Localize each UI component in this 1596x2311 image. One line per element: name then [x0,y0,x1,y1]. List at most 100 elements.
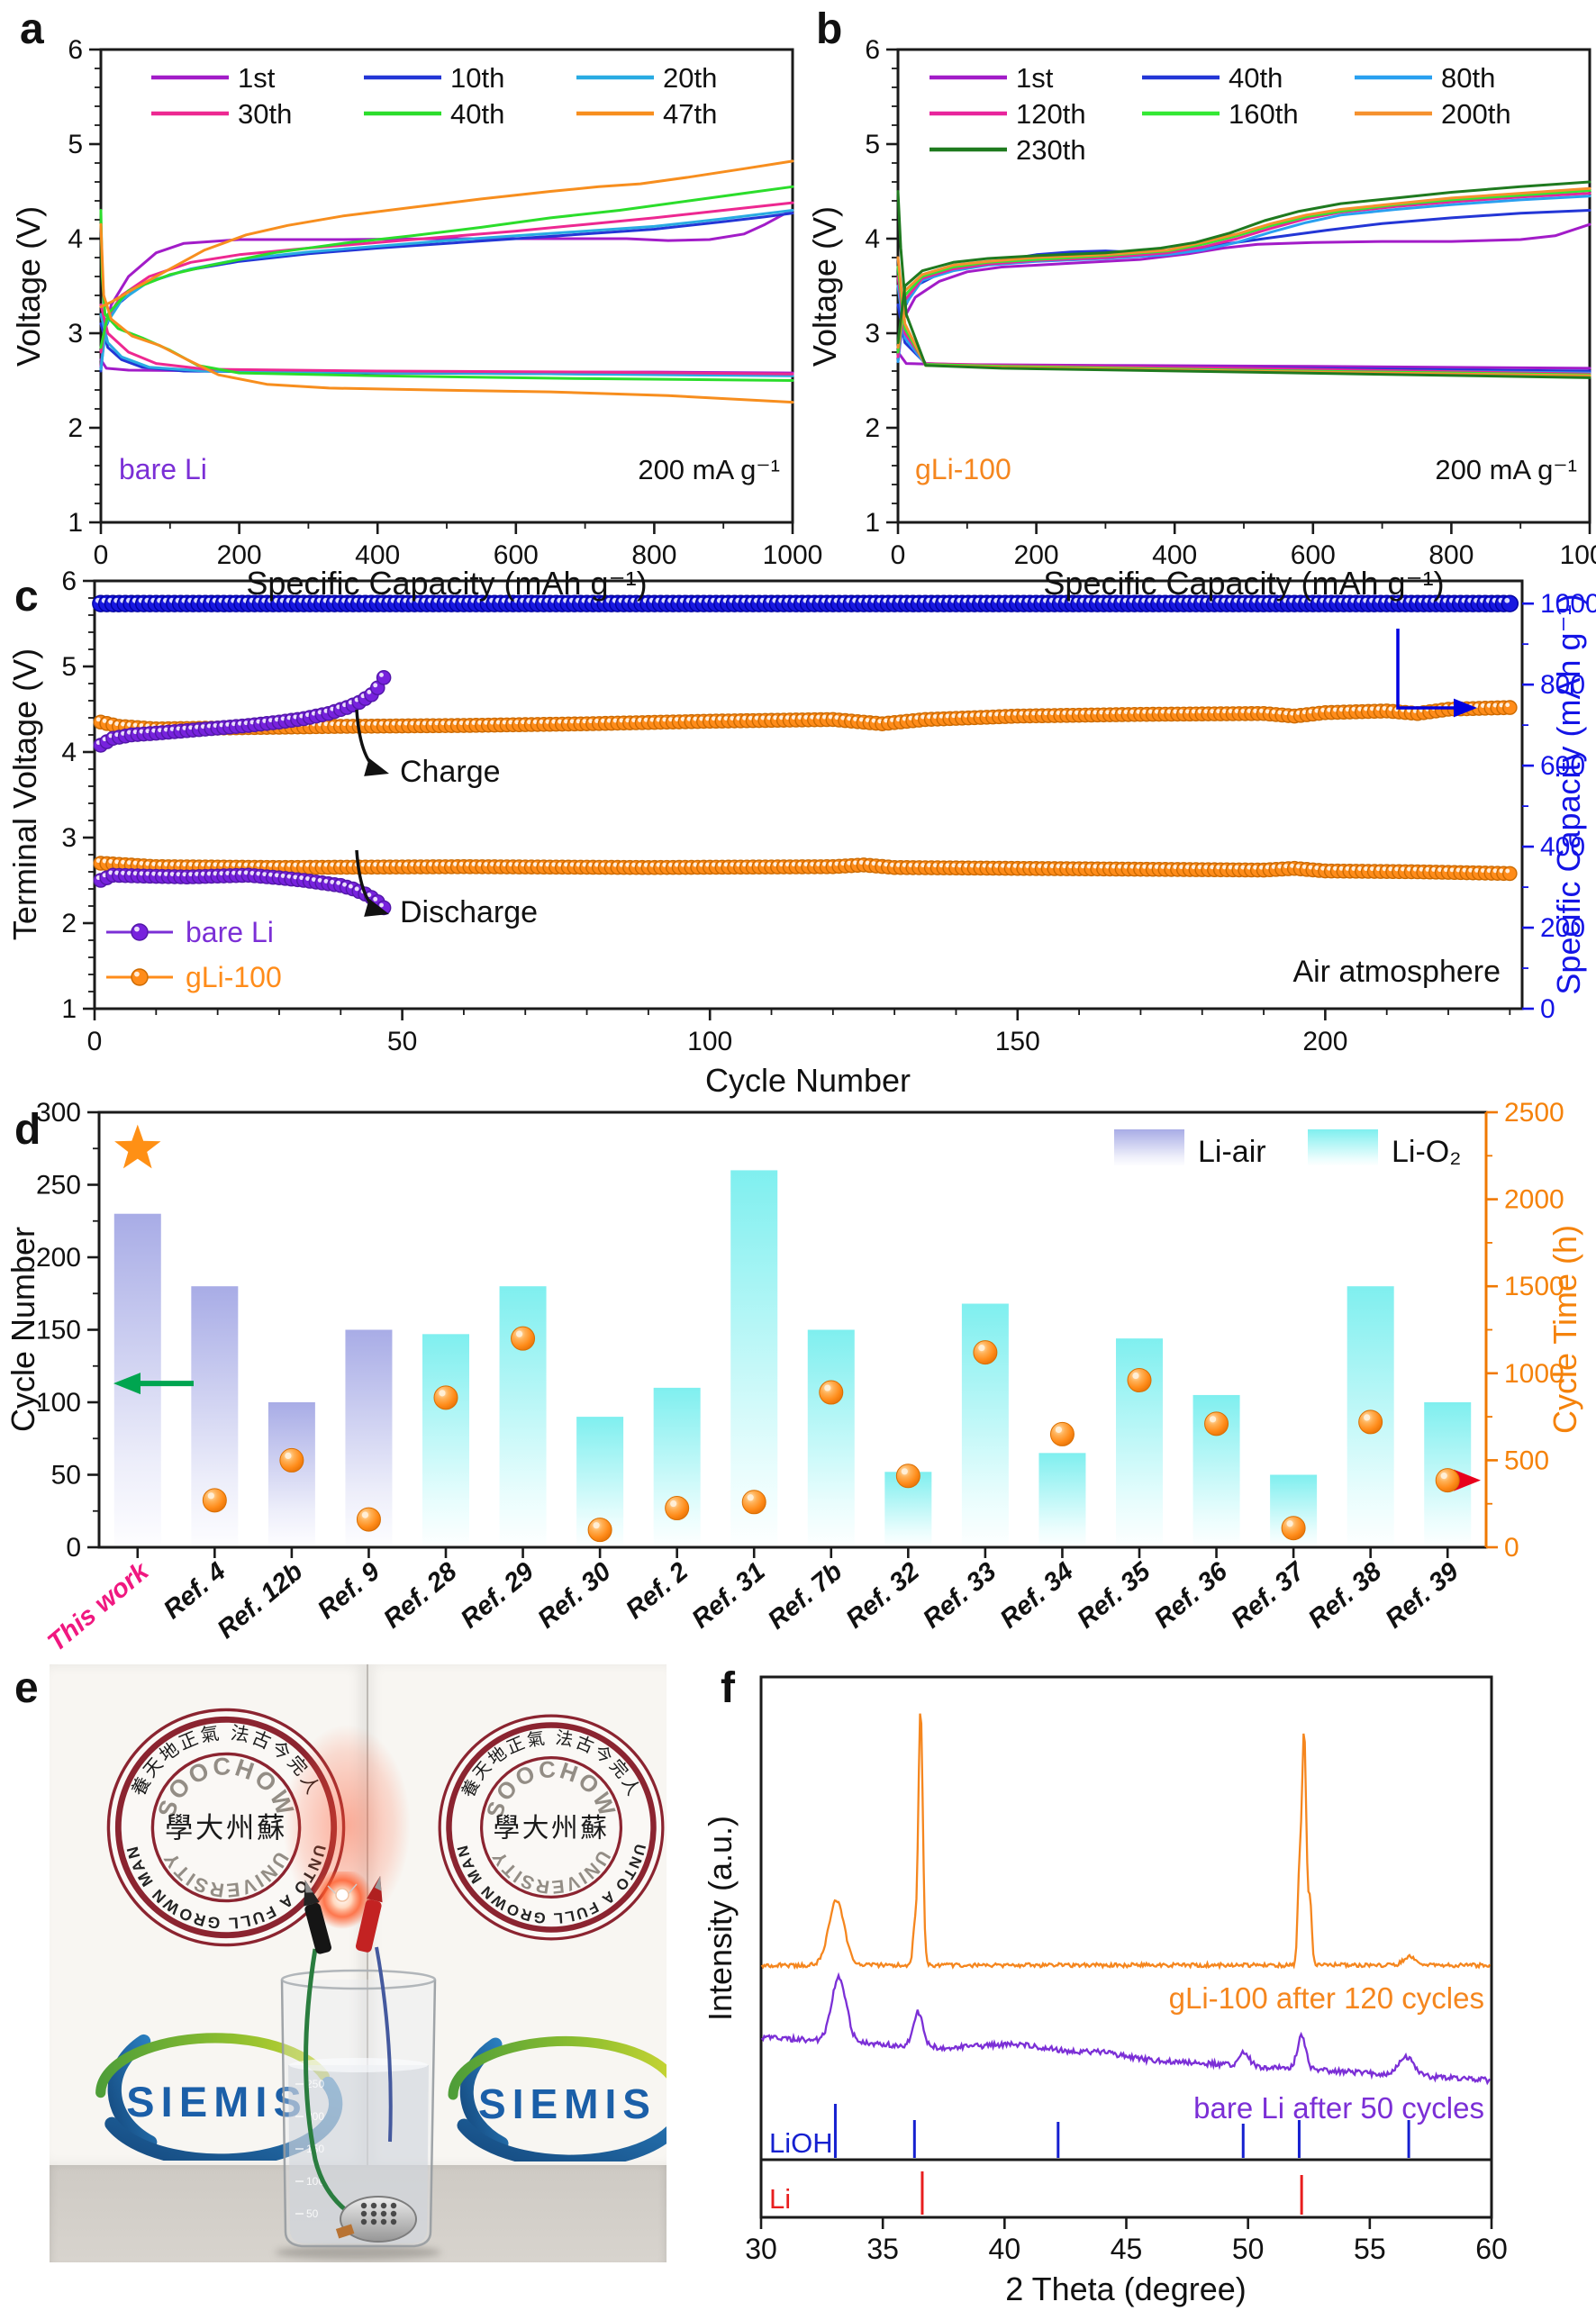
tick-label: 200 [1540,913,1585,943]
tick-label: 3 [865,319,880,349]
b-y-axis-label: Voltage (V) [806,206,843,367]
tick-label: 150 [995,1027,1040,1056]
cycle-curve-200th [896,186,1591,349]
legend-label: 47th [663,98,717,130]
legend-label: 1st [1016,62,1054,94]
svg-text:SIEMIS: SIEMIS [478,2080,657,2127]
cycle-curve-47th [99,222,794,404]
star-this-work [114,1124,161,1169]
xrd-trace [760,1971,1492,2086]
legend-label: 80th [1441,62,1495,94]
tick-label: 30 [745,2233,777,2265]
f-trace-bareli-label: bare Li after 50 cycles [1193,2091,1484,2125]
bar-label: Ref. 36 [1149,1556,1234,1634]
tick-label: 0 [66,1533,81,1563]
legend-label: 30th [238,98,292,130]
bar-Ref. 29 [499,1286,547,1546]
svg-text:250: 250 [306,2078,324,2090]
tick-label: 400 [1540,832,1585,862]
cycle-curve-40th [99,185,794,349]
tick-label: 400 [355,540,400,570]
a-y-axis-label: Voltage (V) [10,206,47,367]
bar-label: Ref. 37 [1226,1556,1311,1635]
panel-c-letter: c [14,573,39,621]
d-y-axis-right-label: Cycle Time (h) [1546,1225,1583,1434]
cycle-time-ball [1204,1411,1229,1436]
cycle-time-ball [202,1488,227,1513]
tick-label: 1 [68,508,83,538]
beaker-cell-assembly: 250 200 150 100 50 [280,1871,437,2248]
legend-label: 160th [1229,98,1299,130]
legend-label: 1st [238,62,276,94]
bar-Ref. 12b [268,1402,315,1546]
tick-label: 600 [494,540,539,570]
tick-label: 3 [61,823,77,853]
legend-swatch-li-air [1114,1129,1184,1165]
siemis-logo: SIEMIS [95,2033,343,2161]
cycle-time-ball [741,1490,766,1515]
university-seal: 養天地正氣 法古今完人 UNTO A FULL GROWN MAN SOOCHO… [438,1714,665,1941]
legend-label: 40th [1229,62,1283,94]
bar-label: Ref. 2 [621,1557,694,1625]
battery-demo-photo: 養天地正氣 法古今完人 UNTO A FULL GROWN MAN SOOCHO… [50,1664,667,2262]
green-wire [303,1948,368,2224]
tick-label: 4 [68,224,83,254]
bar-Ref. 31 [730,1170,778,1546]
tick-label: 50 [1232,2233,1265,2265]
tick-label: 800 [631,540,676,570]
bar-label: Ref. 28 [378,1556,463,1634]
c-y-axis-right-label: Specific Capacity (mAh g⁻¹) [1550,594,1587,994]
tick-label: 2 [68,413,83,443]
legend-label: 230th [1016,134,1086,166]
bar-label: Ref. 33 [918,1557,1002,1635]
tick-label: 1000 [1504,1359,1564,1389]
tick-label: 100 [36,1388,81,1418]
cycle-curve-47th [99,159,794,309]
panel-e-letter: e [14,1664,39,1712]
tick-label: 500 [1504,1446,1549,1475]
cycle-time-ball [587,1518,612,1543]
tick-label: 0 [891,540,906,570]
beaker-rim [280,1969,437,1990]
tick-label: 60 [1475,2233,1508,2265]
tick-label: 35 [866,2233,899,2265]
cycle-time-ball [433,1385,458,1410]
cycle-curve-30th [99,304,794,376]
bar-Ref. 33 [961,1303,1009,1546]
tick-label: 0 [1504,1533,1519,1563]
c-legend-bare-li: bare Li [186,916,274,948]
legend-label: 10th [450,62,504,94]
tick-label: 50 [387,1027,417,1056]
tick-label: 4 [865,224,880,254]
tick-label: 5 [61,652,77,682]
c-y-axis-left-label: Terminal Voltage (V) [6,648,43,940]
f-trace-gli-label: gLi-100 after 120 cycles [1169,1981,1484,2015]
b-x-axis-label: Specific Capacity (mAh g⁻¹) [1043,565,1444,602]
d-y-axis-left-label: Cycle Number [5,1227,41,1432]
cycle-curve-80th [896,285,1591,375]
bar-label: Ref. 29 [456,1557,540,1635]
tick-label: 1 [865,508,880,538]
c-legend-gli: gLi-100 [186,961,282,993]
cycle-time-ball [665,1496,690,1521]
beaker-shadow [275,2245,441,2260]
tick-label: 1500 [1504,1272,1564,1301]
tick-label: 800 [1428,540,1474,570]
legend-label: 40th [450,98,504,130]
legend-label: 20th [663,62,717,94]
cycle-curve-80th [896,195,1591,363]
tick-label: 6 [865,35,880,65]
siemis-logo: SIEMIS [448,2035,667,2161]
coin-cell [340,2196,417,2243]
cycle-curve-20th [99,313,794,377]
c-charge-annotation: Charge [400,755,501,789]
tick-label: 1000 [1540,589,1596,619]
cycle-time-ball [511,1326,536,1351]
bar-label: Ref. 32 [840,1557,924,1635]
tick-label: 5 [68,130,83,159]
f-y-axis-label: Intensity (a.u.) [702,1816,739,2021]
tick-label: 200 [1014,540,1059,570]
tick-label: 150 [36,1316,81,1346]
